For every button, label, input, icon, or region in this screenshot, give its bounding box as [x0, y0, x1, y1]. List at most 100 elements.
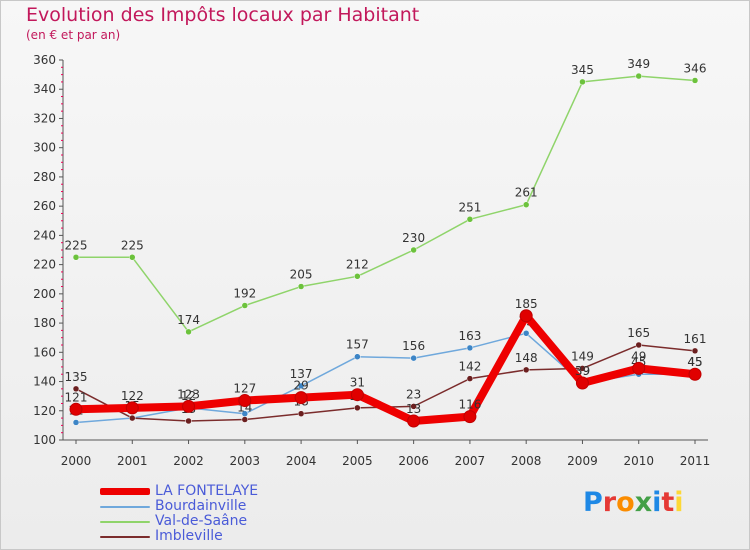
data-point [129, 254, 136, 261]
legend-swatch [100, 536, 150, 538]
data-point [522, 201, 530, 208]
data-point [410, 354, 417, 362]
data-point [350, 388, 364, 402]
y-tick-label: 260 [33, 199, 56, 213]
chart-legend: LA FONTELAYE Bourdainville Val-de-Saâne … [100, 483, 360, 544]
y-tick-label: 320 [33, 111, 56, 125]
y-tick-label: 180 [33, 316, 56, 330]
data-label: 45 [687, 355, 702, 369]
legend-swatch [100, 506, 150, 508]
data-label: 127 [233, 382, 256, 396]
data-label: 205 [290, 268, 313, 282]
data-label: 156 [402, 339, 425, 353]
y-tick-label: 200 [33, 287, 56, 301]
legend-swatch [100, 521, 150, 523]
y-tick-label: 240 [33, 228, 56, 242]
legend-label: LA FONTELAYE [155, 483, 259, 499]
data-point [632, 361, 646, 375]
data-point [522, 366, 530, 374]
data-point [688, 367, 702, 381]
legend-item-imbleville: Imbleville [100, 528, 360, 544]
data-label: 251 [458, 200, 481, 214]
data-label: 116 [458, 398, 481, 412]
data-point [466, 344, 474, 352]
legend-label: Val-de-Saâne [155, 513, 248, 529]
data-label: 212 [346, 257, 369, 271]
data-label: 135 [65, 370, 88, 384]
data-label: 31 [350, 376, 365, 390]
data-label: 45 [687, 355, 702, 369]
chart-title: Evolution des Impôts locaux par Habitant [26, 4, 420, 26]
data-point [635, 341, 642, 349]
data-label: 123 [177, 387, 200, 401]
data-label: 157 [346, 338, 369, 352]
logo-letter: r [602, 487, 617, 518]
data-point [579, 365, 586, 372]
legend-label: Bourdainville [155, 498, 247, 514]
logo-letter: i [674, 487, 684, 518]
data-point [466, 375, 474, 382]
data-point [691, 347, 699, 355]
logo-letter: i [652, 487, 662, 518]
data-point [294, 391, 308, 405]
series-line [72, 311, 699, 425]
data-point [466, 216, 474, 223]
x-tick-label: 2004 [286, 454, 317, 468]
legend-label: Imbleville [155, 528, 223, 544]
data-label: 230 [402, 231, 425, 245]
x-tick-label: 2005 [342, 454, 373, 468]
data-label: 349 [627, 57, 650, 71]
data-label: 39 [575, 364, 590, 378]
data-point [185, 417, 192, 425]
data-point [297, 382, 305, 390]
data-point [579, 78, 586, 86]
data-point [354, 404, 361, 412]
data-point [72, 254, 80, 261]
data-point [129, 414, 136, 422]
data-label: 161 [684, 332, 707, 346]
data-point [72, 385, 80, 393]
data-label: 192 [233, 287, 256, 301]
y-tick-label: 300 [33, 141, 56, 155]
data-label: 165 [627, 326, 650, 340]
data-label: 225 [121, 238, 144, 252]
data-label: 149 [571, 349, 594, 363]
x-tick-label: 2003 [230, 454, 261, 468]
logo-letter: t [661, 487, 675, 518]
data-point [238, 394, 252, 408]
y-tick-label: 220 [33, 258, 56, 272]
y-tick-label: 100 [33, 433, 56, 447]
data-point [519, 309, 533, 323]
data-point [182, 399, 196, 413]
data-label: 148 [515, 351, 538, 365]
data-label: 13 [406, 402, 421, 416]
x-tick-label: 2001 [117, 454, 148, 468]
y-tick-label: 160 [33, 345, 56, 359]
data-label: 163 [458, 329, 481, 343]
data-label: 121 [65, 390, 88, 404]
data-label: 345 [571, 63, 594, 77]
data-point [354, 273, 361, 280]
data-point [463, 410, 477, 424]
data-point [125, 401, 139, 415]
data-point [69, 402, 83, 416]
data-label: 142 [458, 360, 481, 374]
data-point [575, 376, 589, 390]
legend-swatch [100, 488, 150, 495]
data-label: 225 [65, 238, 88, 252]
data-point [297, 283, 305, 290]
data-point [410, 246, 417, 254]
data-point [522, 330, 530, 337]
data-point [297, 410, 305, 417]
legend-item-bourdainville: Bourdainville [100, 498, 360, 514]
legend-item-val-de-saane: Val-de-Saâne [100, 513, 360, 529]
x-tick-label: 2010 [623, 454, 654, 468]
legend-item-la-fontelaye: LA FONTELAYE [100, 483, 360, 499]
chart-subtitle: (en € et par an) [26, 28, 121, 42]
y-tick-label: 280 [33, 170, 56, 184]
data-label: 122 [121, 389, 144, 403]
logo-letter: P [583, 487, 603, 518]
data-label: 261 [515, 186, 538, 200]
